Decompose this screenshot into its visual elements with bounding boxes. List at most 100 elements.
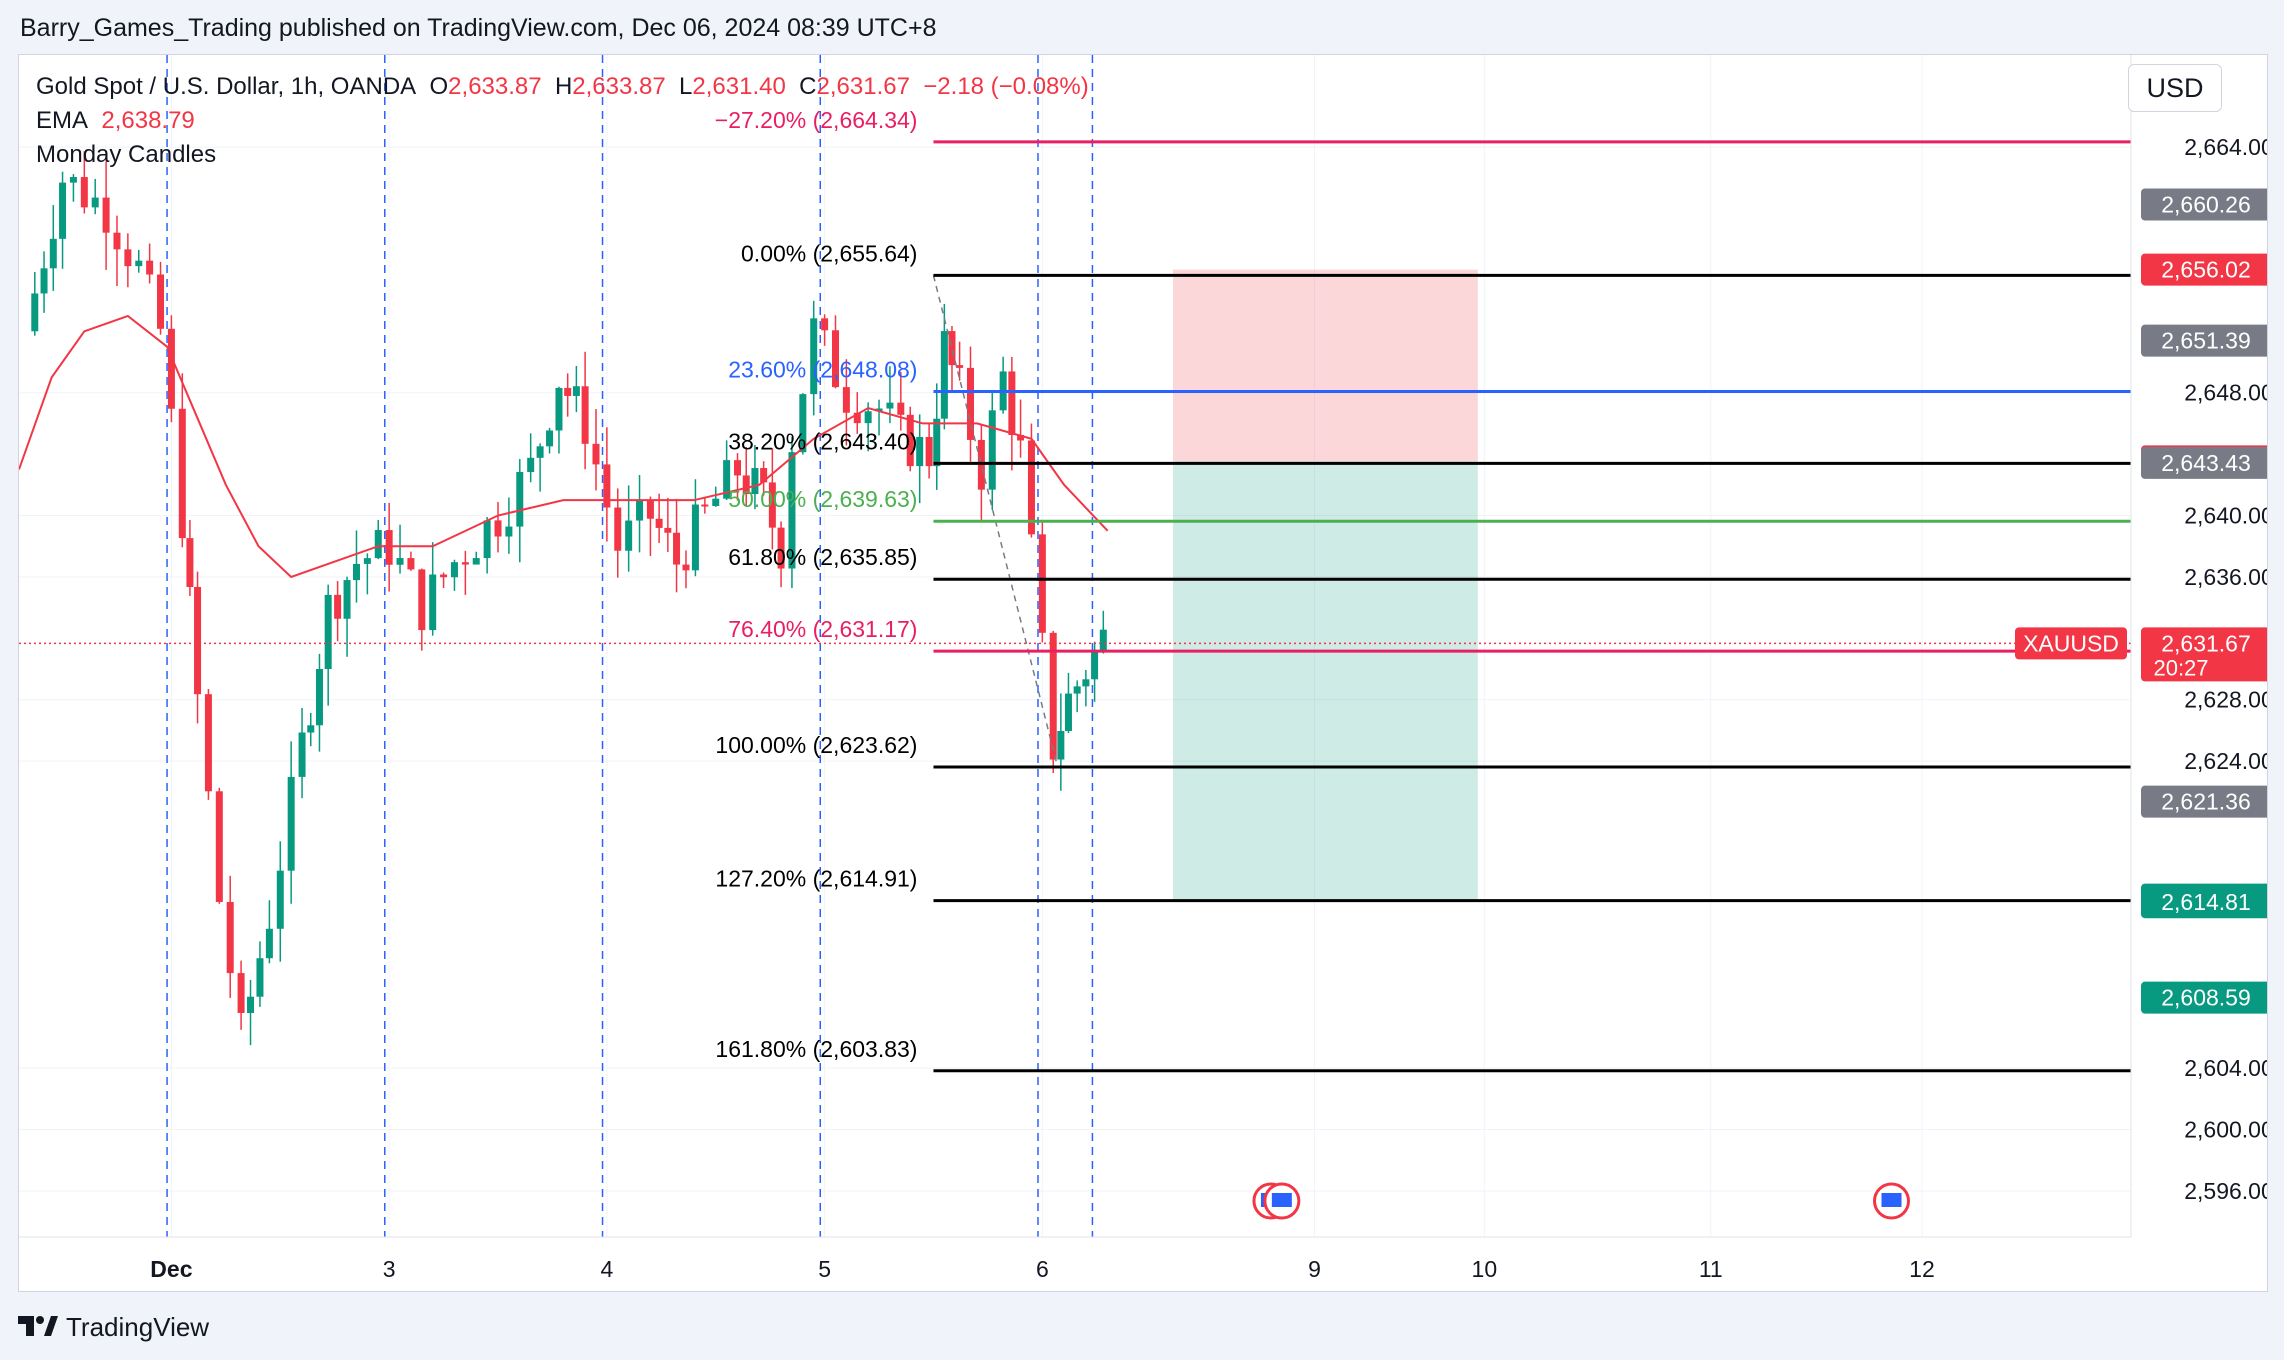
countdown-label: 20:27 bbox=[2153, 655, 2208, 680]
candle-body bbox=[614, 507, 622, 551]
candle-body bbox=[440, 574, 448, 578]
candle-body bbox=[673, 532, 681, 565]
price-tick-label: 2,596.00 bbox=[2184, 1178, 2267, 1204]
candle-body bbox=[712, 498, 720, 507]
candle-body bbox=[777, 527, 785, 569]
candle-body bbox=[287, 776, 295, 871]
low-value: 2,631.40 bbox=[692, 73, 786, 100]
open-value: 2,633.87 bbox=[448, 73, 542, 100]
candle-body bbox=[69, 177, 77, 183]
candle-body bbox=[853, 412, 861, 424]
candle-body bbox=[966, 367, 974, 440]
time-tick-label: 3 bbox=[383, 1256, 396, 1282]
candle-body bbox=[536, 446, 544, 458]
symbol-tag-box bbox=[2015, 627, 2127, 660]
price-label-text: 2,608.59 bbox=[2161, 985, 2251, 1011]
candle-body bbox=[933, 418, 941, 467]
candle-body bbox=[572, 386, 580, 396]
candle-body bbox=[897, 402, 905, 415]
candle-body bbox=[256, 958, 264, 997]
time-tick-label: 12 bbox=[1909, 1256, 1935, 1282]
price-tick-label: 2,648.00 bbox=[2184, 380, 2267, 406]
time-tick-label: 9 bbox=[1308, 1256, 1321, 1282]
fib-level-label: 100.00% (2,623.62) bbox=[715, 732, 917, 758]
legend-ohlc-row: Gold Spot / U.S. Dollar, 1h, OANDA O2,63… bbox=[36, 70, 1089, 104]
legend-ema-row[interactable]: EMA 2,638.79 bbox=[36, 104, 1089, 138]
candle-body bbox=[1057, 730, 1065, 760]
change-value: −2.18 (−0.08%) bbox=[923, 73, 1089, 100]
candle-body bbox=[760, 468, 768, 483]
candle-body bbox=[1073, 686, 1081, 694]
candle-body bbox=[31, 293, 39, 332]
candle-body bbox=[1091, 649, 1099, 680]
candle-body bbox=[352, 563, 360, 581]
tradingview-brand: TradingView bbox=[66, 1312, 210, 1342]
legend-indicator-row[interactable]: Monday Candles bbox=[36, 138, 1089, 172]
close-label: C bbox=[799, 73, 817, 100]
currency-button[interactable]: USD bbox=[2128, 64, 2222, 112]
candle-body bbox=[948, 331, 956, 366]
candle-body bbox=[682, 564, 690, 571]
candle-body bbox=[226, 901, 234, 974]
candle-body bbox=[1064, 693, 1072, 731]
candle-body bbox=[1099, 629, 1107, 650]
candle-body bbox=[956, 365, 964, 368]
price-label-box bbox=[2141, 188, 2267, 221]
candle-body bbox=[505, 526, 513, 537]
candle-body bbox=[875, 408, 883, 412]
symbol-description[interactable]: Gold Spot / U.S. Dollar, 1h, OANDA bbox=[36, 73, 417, 100]
monday-candles-label: Monday Candles bbox=[36, 141, 217, 168]
publisher-info: Barry_Games_Trading published on Trading… bbox=[20, 14, 937, 42]
candle-body bbox=[343, 580, 351, 619]
price-tick-label: 2,628.00 bbox=[2184, 687, 2267, 713]
candle-body bbox=[555, 387, 563, 431]
candle-body bbox=[247, 996, 255, 1013]
candle-body bbox=[1049, 632, 1057, 760]
price-label-text: 2,643.43 bbox=[2161, 450, 2251, 476]
low-label: L bbox=[679, 73, 693, 100]
price-label-text: 2,651.39 bbox=[2161, 328, 2251, 354]
candle-body bbox=[157, 274, 165, 329]
candle-body bbox=[546, 430, 554, 447]
fib-level-label: 127.20% (2,614.91) bbox=[715, 866, 917, 892]
candle-body bbox=[527, 457, 535, 472]
chart-canvas[interactable]: −27.20% (2,664.34) 0.00% (2,655.64) 23.60%… bbox=[19, 55, 2267, 1291]
candle-body bbox=[603, 464, 611, 508]
ema-label: EMA bbox=[36, 107, 89, 134]
candle-body bbox=[178, 408, 186, 539]
chart-frame[interactable]: −27.20% (2,664.34) 0.00% (2,655.64) 23.60%… bbox=[18, 54, 2268, 1292]
candle-body bbox=[450, 562, 458, 578]
high-label: H bbox=[554, 73, 573, 100]
candle-body bbox=[940, 331, 948, 419]
fib-level-label: 161.80% (2,603.83) bbox=[715, 1036, 917, 1062]
candle-body bbox=[146, 260, 154, 275]
price-label-box bbox=[2141, 253, 2267, 286]
candle-body bbox=[564, 387, 572, 396]
fib-level-label: 76.40% (2,631.17) bbox=[728, 616, 917, 642]
time-tick-label: Dec bbox=[150, 1256, 192, 1282]
high-value: 2,633.87 bbox=[572, 73, 666, 100]
price-label-text: 2,656.02 bbox=[2161, 257, 2251, 283]
candle-body bbox=[734, 460, 742, 476]
symbol-tag-text: XAUUSD bbox=[2023, 630, 2119, 656]
candle-body bbox=[80, 177, 88, 208]
candle-body bbox=[723, 460, 731, 499]
candle-body bbox=[186, 538, 194, 587]
candle-body bbox=[102, 197, 110, 233]
time-tick-label: 4 bbox=[600, 1256, 613, 1282]
candle-body bbox=[592, 443, 600, 465]
ema-line bbox=[19, 314, 1109, 579]
close-value: 2,631.67 bbox=[816, 73, 910, 100]
price-tick-label: 2,604.00 bbox=[2184, 1055, 2267, 1081]
candle-body bbox=[925, 436, 933, 467]
price-tick-label: 2,600.00 bbox=[2184, 1117, 2267, 1143]
candle-body bbox=[204, 694, 212, 792]
us-flag-event-icon bbox=[1881, 1193, 1902, 1207]
candle-body bbox=[751, 468, 759, 495]
candle-body bbox=[831, 330, 839, 388]
candle-body bbox=[472, 558, 480, 565]
candle-body bbox=[374, 530, 382, 559]
candle-body bbox=[864, 411, 872, 424]
take-profit-zone bbox=[1172, 461, 1478, 900]
candle-body bbox=[821, 318, 829, 331]
